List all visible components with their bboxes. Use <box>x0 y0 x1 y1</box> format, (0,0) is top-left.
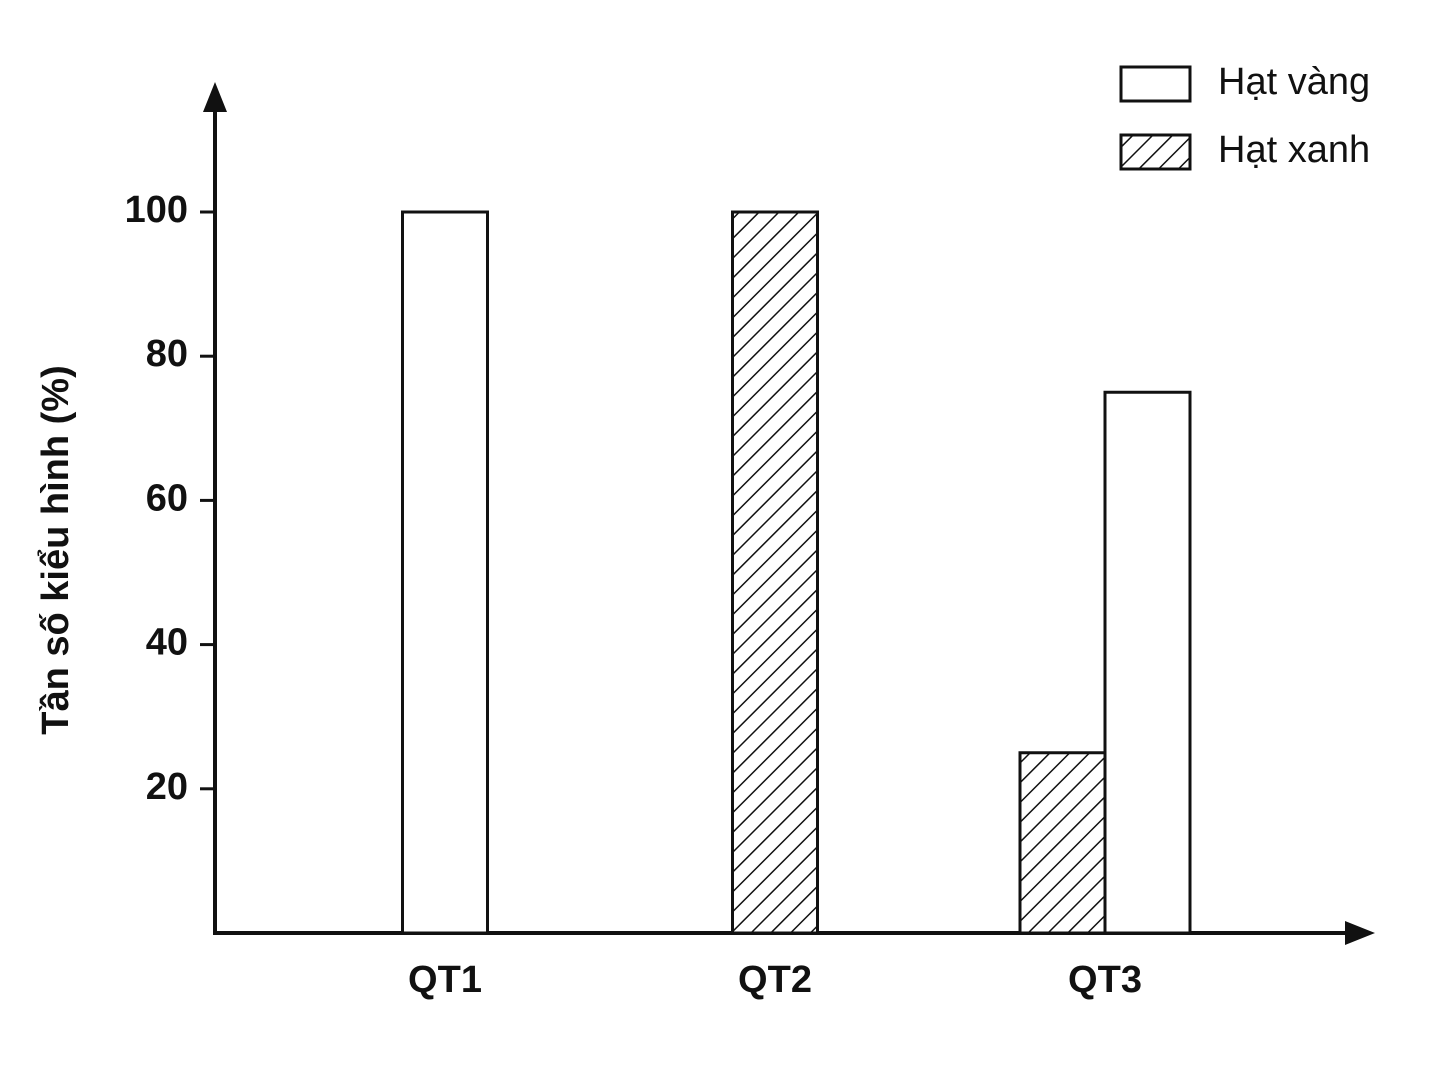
legend-swatch <box>1119 65 1192 103</box>
y-axis-label: Tần số kiểu hình (%) <box>35 365 77 734</box>
bar <box>401 210 489 935</box>
bar <box>1018 751 1107 935</box>
y-tick-label: 20 <box>146 766 188 808</box>
y-tick-label: 60 <box>146 477 188 519</box>
y-tick-label: 40 <box>146 622 188 664</box>
y-arrow <box>203 82 227 112</box>
legend-label: Hạt xanh <box>1218 129 1370 171</box>
x-tick-label: QT1 <box>408 959 482 1001</box>
y-tick-label: 100 <box>125 189 188 231</box>
legend-label: Hạt vàng <box>1218 61 1370 103</box>
y-tick-label: 80 <box>146 333 188 375</box>
bar <box>731 210 819 935</box>
legend-swatch <box>1119 133 1192 171</box>
x-arrow <box>1345 921 1375 945</box>
bar <box>1103 390 1192 935</box>
x-tick-label: QT3 <box>1068 959 1142 1001</box>
x-tick-label: QT2 <box>738 959 812 1001</box>
